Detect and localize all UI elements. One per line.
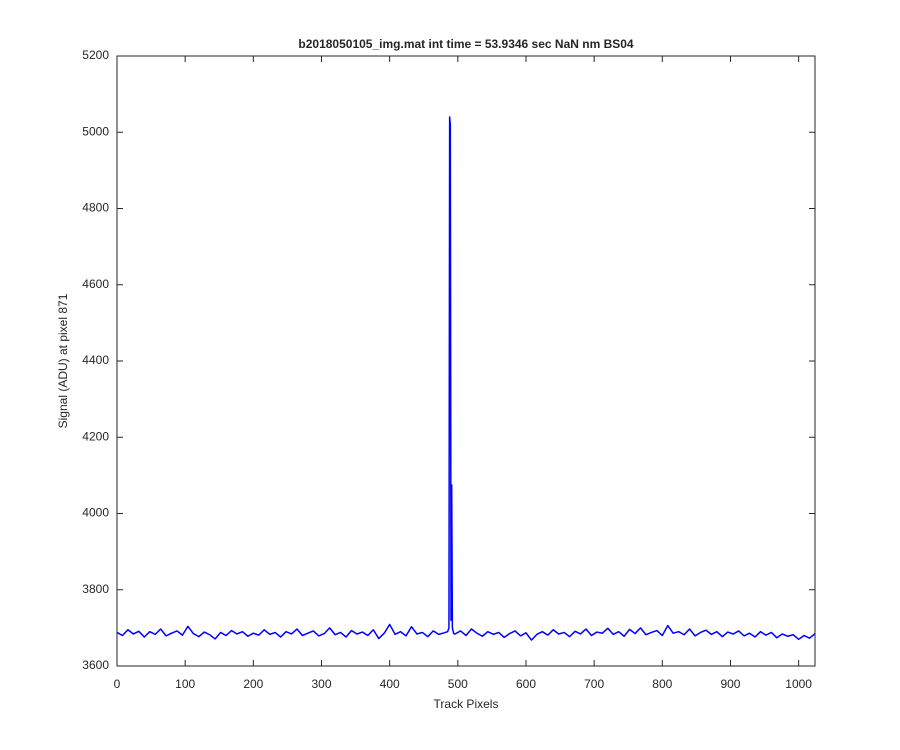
y-tick-label: 5000 [82, 124, 109, 138]
x-tick-label: 400 [380, 677, 400, 691]
x-tick-label: 200 [243, 677, 263, 691]
data-line [116, 116, 816, 641]
y-tick-label: 4400 [82, 353, 109, 367]
y-tick-label: 3600 [82, 658, 109, 672]
x-tick-label: 300 [311, 677, 331, 691]
y-tick-label: 4200 [82, 429, 109, 443]
y-tick-label: 5200 [82, 48, 109, 62]
y-tick-label: 4800 [82, 201, 109, 215]
x-tick-label: 800 [652, 677, 672, 691]
y-tick-label: 4600 [82, 277, 109, 291]
x-tick-label: 0 [114, 677, 121, 691]
x-axis-label: Track Pixels [434, 697, 499, 711]
x-tick-label: 900 [720, 677, 740, 691]
x-tick-label: 700 [584, 677, 604, 691]
x-tick-label: 500 [448, 677, 468, 691]
y-axis-label: Signal (ADU) at pixel 871 [56, 293, 70, 428]
y-tick-label: 3800 [82, 582, 109, 596]
y-tick-label: 4000 [82, 506, 109, 520]
x-tick-label: 100 [175, 677, 195, 691]
x-tick-label: 1000 [785, 677, 812, 691]
plot-frame [116, 55, 816, 667]
x-tick-label: 600 [516, 677, 536, 691]
chart-title: b2018050105_img.mat int time = 53.9346 s… [298, 37, 634, 51]
